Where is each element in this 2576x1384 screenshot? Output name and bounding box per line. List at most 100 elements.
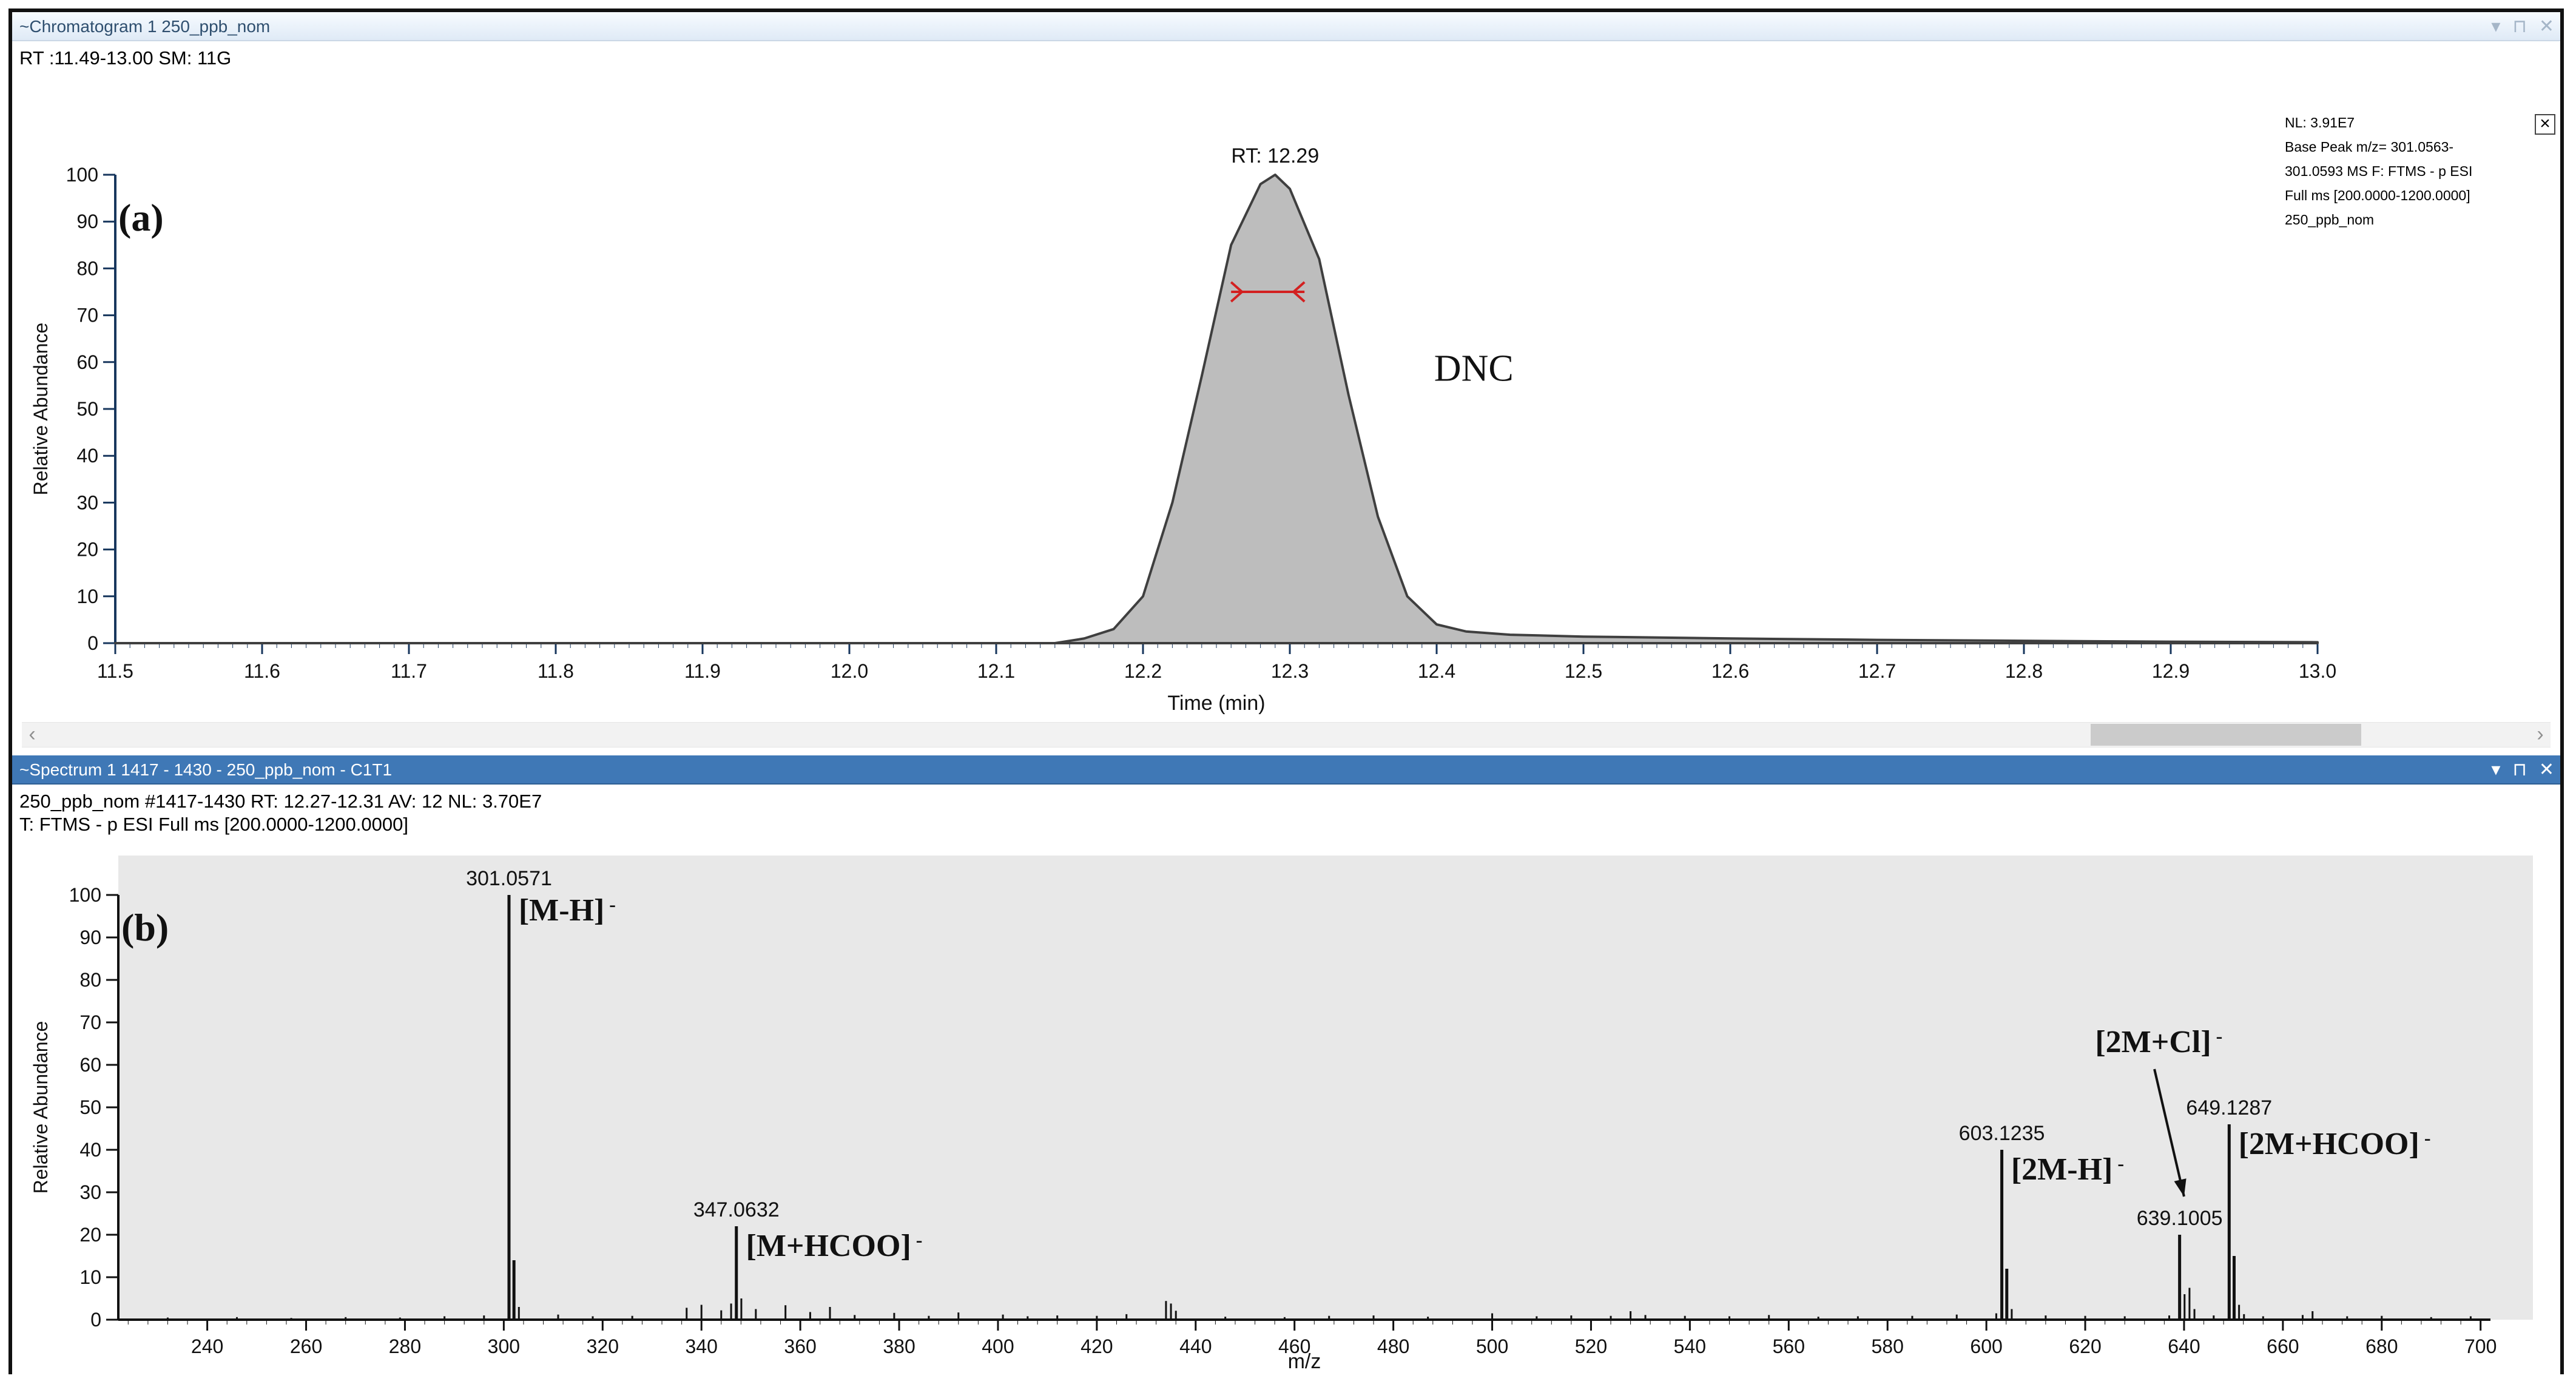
spectrum-peak-value-label: 603.1235 [1959,1122,2045,1145]
spectrum-close-icon[interactable]: ✕ [2538,760,2554,780]
chromatogram-y-axis-label: Relative Abundance [30,323,52,496]
spectrum-x-tick-label: 420 [1081,1335,1113,1357]
spectrum-x-tick-label: 600 [1970,1335,2002,1357]
chromatogram-x-tick-label: 11.5 [97,660,133,682]
spectrum-panel: ~Spectrum 1 1417 - 1430 - 250_ppb_nom - … [12,755,2560,1374]
spectrum-panel-label: (b) [121,906,169,949]
chromatogram-y-tick-label: 40 [76,445,98,467]
chromatogram-rt-label: RT: 12.29 [1231,144,1319,167]
horizontal-scrollbar[interactable]: ‹ › [22,722,2551,748]
chromatogram-x-tick-label: 12.5 [1565,660,1602,682]
spectrum-chart: 0 10 20 30 40 50 60 70 80 90 100 240 260 280 300 320 340… [30,856,2533,1373]
spectrum-x-tick-label: 300 [488,1335,520,1357]
spectrum-window-controls: ▾ ⊓ ✕ [2491,755,2554,785]
spectrum-plot-background [118,856,2533,1320]
spectrum-y-tick-label: 60 [79,1054,101,1076]
chromatogram-x-tick-label: 12.8 [2005,660,2043,682]
chromatogram-compound-label: DNC [1434,348,1514,390]
chromatogram-x-tick-label: 12.9 [2152,660,2190,682]
chromatogram-title: ~Chromatogram 1 250_ppb_nom [19,17,271,36]
spectrum-ion-3-label-text: [2M+Cl] [2095,1025,2211,1059]
spectrum-x-tick-label: 580 [1872,1335,1904,1357]
application-frame: ~Chromatogram 1 250_ppb_nom ▾ ⊓ ✕ RT :11… [8,8,2564,1374]
spectrum-x-tick-label: 520 [1575,1335,1607,1357]
chromatogram-x-tick-label: 12.1 [977,660,1015,682]
spectrum-peak-value-label: 649.1287 [2186,1096,2272,1119]
spectrum-y-tick-label: 0 [90,1309,101,1331]
spectrum-x-tick-label: 660 [2267,1335,2299,1357]
spectrum-y-tick-label: 30 [79,1181,101,1203]
chromatogram-panel: ~Chromatogram 1 250_ppb_nom ▾ ⊓ ✕ RT :11… [12,12,2560,755]
spectrum-y-tick-label: 70 [79,1011,101,1033]
peak-width-marker-left-end [1230,281,1244,303]
spectrum-x-tick-label: 560 [1773,1335,1805,1357]
spectrum-menu-dropdown-icon[interactable]: ▾ [2491,760,2501,780]
chromatogram-legend: NL: 3.91E7 Base Peak m/z= 301.0563- 301.… [2285,115,2473,228]
spectrum-ion-1-label-text: [M+HCOO] [746,1229,911,1263]
spectrum-x-tick-label: 620 [2069,1335,2101,1357]
chromatogram-x-tick-label: 11.8 [538,660,574,682]
spectrum-filter-info: T: FTMS - p ESI Full ms [200.0000-1200.0… [19,814,408,835]
spectrum-y-axis-label: Relative Abundance [30,1021,52,1194]
spectrum-x-tick-label: 340 [686,1335,718,1357]
spectrum-ion-1-label: [M+HCOO] - [746,1229,923,1263]
spectrum-ion-2-label-superscript: - [2117,1152,2124,1174]
spectrum-x-tick-label: 360 [784,1335,816,1357]
spectrum-ion-3-label-superscript: - [2216,1025,2223,1047]
spectrum-ion-2-label: [2M-H] - [2011,1152,2124,1187]
spectrum-ion-2-label-text: [2M-H] [2011,1152,2112,1187]
spectrum-ion-4-label-text: [2M+HCOO] [2239,1127,2419,1161]
chromatogram-x-tick-label: 11.7 [391,660,427,682]
scroll-right-icon[interactable]: › [2537,723,2544,746]
spectrum-y-tick-label: 100 [69,884,101,906]
chromatogram-panel-label: (a) [118,196,164,239]
spectrum-y-tick-label: 40 [79,1139,101,1161]
chromatogram-y-tick-label: 80 [76,257,98,279]
spectrum-x-tick-label: 500 [1476,1335,1508,1357]
spectrum-ion-4-label-superscript: - [2424,1127,2431,1149]
spectrum-x-tick-label: 480 [1377,1335,1409,1357]
chromatogram-y-tick-label: 10 [76,586,98,607]
chromatogram-titlebar: ~Chromatogram 1 250_ppb_nom ▾ ⊓ ✕ [12,12,2560,41]
spectrum-x-tick-label: 460 [1278,1335,1310,1357]
chromatogram-y-tick-label: 0 [87,632,98,654]
chromatogram-x-tick-label: 12.3 [1271,660,1309,682]
spectrum-x-tick-label: 540 [1674,1335,1706,1357]
spectrum-y-tick-label: 50 [79,1096,101,1118]
chromatogram-y-tick-label: 70 [76,305,98,326]
legend-close-button[interactable]: × [2535,114,2555,135]
spectrum-ion-0-label: [M-H] - [519,893,616,928]
chromatogram-pin-icon[interactable]: ⊓ [2512,16,2527,36]
spectrum-x-tick-label: 320 [587,1335,619,1357]
spectrum-x-tick-label: 280 [389,1335,421,1357]
chromatogram-x-tick-label: 12.7 [1858,660,1896,682]
chromatogram-window-controls: ▾ ⊓ ✕ [2491,12,2554,41]
peak-width-marker-right-end [1292,281,1306,303]
spectrum-pin-icon[interactable]: ⊓ [2512,760,2527,780]
spectrum-x-tick-label: 380 [883,1335,915,1357]
chromatogram-chart: 0 10 20 30 40 50 60 70 80 90 100 11.5 11.6 11.7 11.8 11… [30,144,2336,715]
spectrum-ion-3-label: [2M+Cl] - [2095,1025,2222,1059]
chromatogram-y-tick-label: 20 [76,539,98,561]
scroll-left-icon[interactable]: ‹ [29,723,36,746]
chromatogram-x-tick-label: 12.4 [1418,660,1455,682]
spectrum-scan-info: 250_ppb_nom #1417-1430 RT: 12.27-12.31 A… [19,791,542,812]
chromatogram-y-tick-label: 50 [76,398,98,420]
spectrum-ion-0-label-text: [M-H] [519,893,604,928]
chromatogram-y-tick-label: 100 [66,164,98,186]
chromatogram-peak-area [114,174,2319,644]
spectrum-x-tick-label: 440 [1179,1335,1212,1357]
spectrum-x-tick-label: 260 [290,1335,322,1357]
chromatogram-range-info: RT :11.49-13.00 SM: 11G [19,47,232,69]
spectrum-ion-1-label-superscript: - [916,1229,923,1251]
spectrum-ion-0-label-superscript: - [609,893,616,915]
scroll-thumb[interactable] [2091,724,2361,746]
spectrum-titlebar: ~Spectrum 1 1417 - 1430 - 250_ppb_nom - … [12,755,2560,785]
spectrum-x-tick-label: 700 [2464,1335,2497,1357]
spectrum-peak-value-label: 639.1005 [2137,1207,2223,1230]
chromatogram-y-tick-label: 60 [76,351,98,373]
chromatogram-menu-dropdown-icon[interactable]: ▾ [2491,16,2501,36]
chromatogram-close-icon[interactable]: ✕ [2538,16,2554,36]
spectrum-y-tick-label: 90 [79,927,101,948]
spectrum-annotation-arrowhead [2174,1178,2187,1197]
